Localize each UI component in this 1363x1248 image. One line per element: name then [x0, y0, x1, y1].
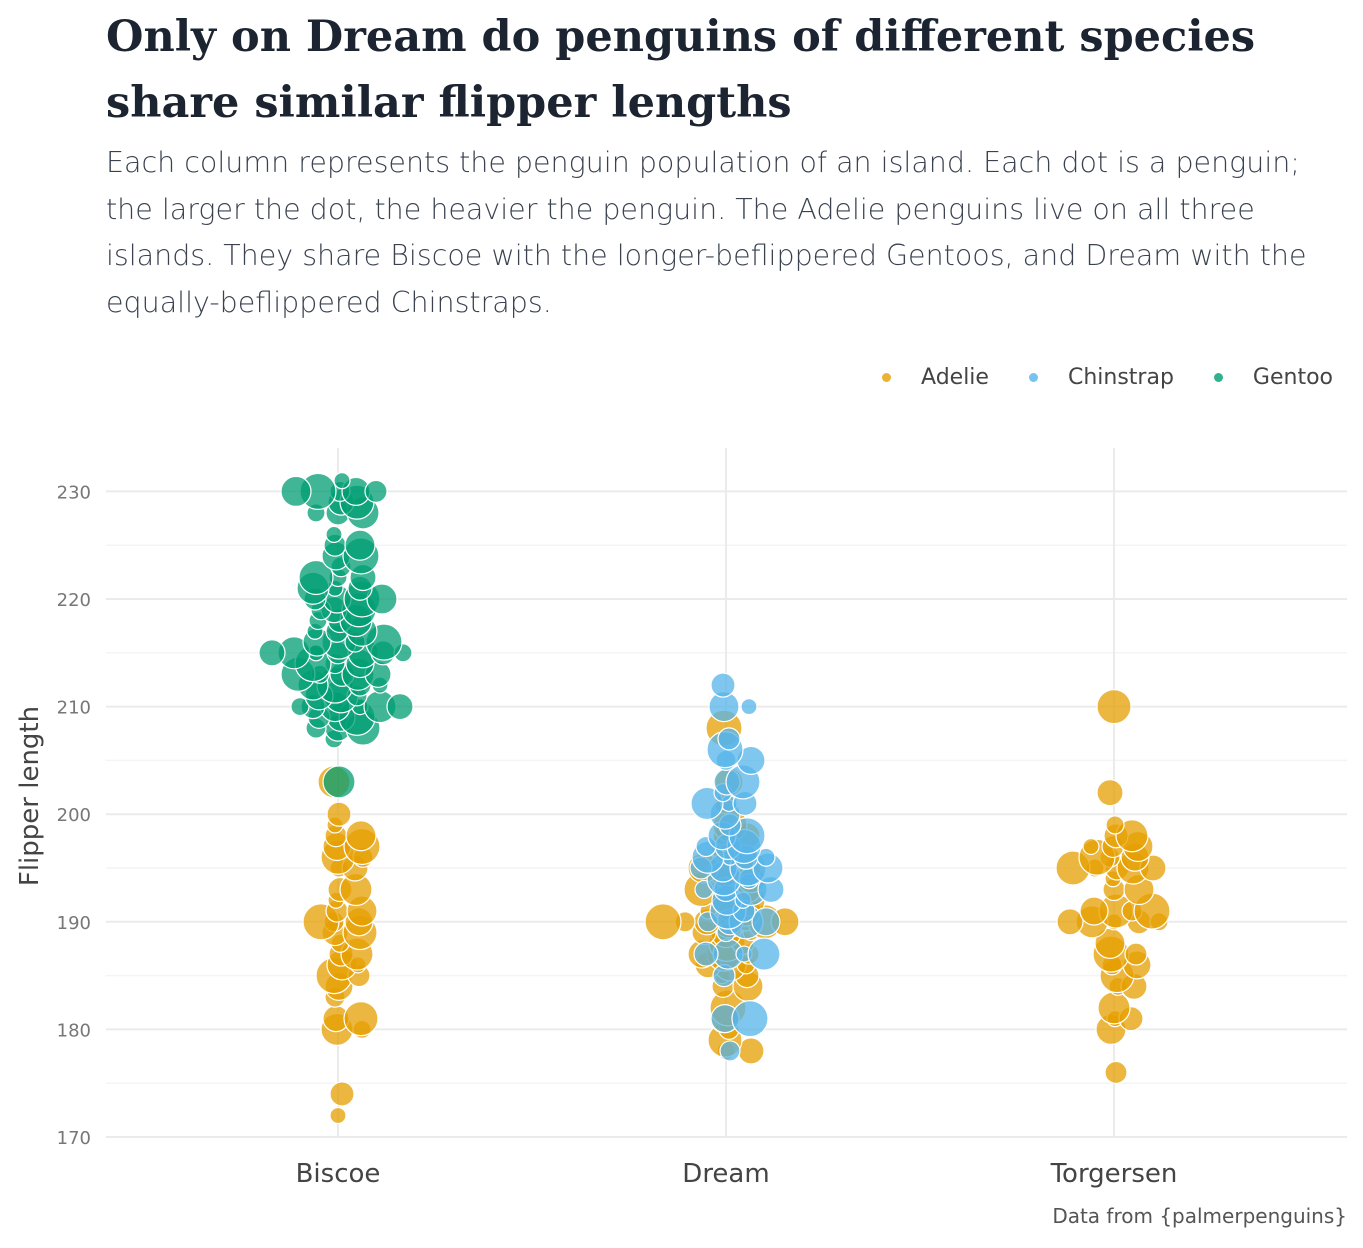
y-tick-label: 200	[57, 805, 91, 826]
point-adelie	[326, 801, 352, 827]
point-chinstrap	[747, 937, 781, 971]
point-gentoo	[366, 583, 398, 615]
point-chinstrap	[719, 1040, 741, 1062]
chart-subtitle: Each column represents the penguin popul…	[106, 146, 1307, 319]
point-gentoo	[322, 765, 356, 799]
legend-label-chinstrap: Chinstrap	[1067, 364, 1174, 390]
point-adelie	[644, 903, 682, 941]
legend-item-chinstrap: Chinstrap	[1028, 364, 1174, 390]
point-chinstrap	[731, 1000, 769, 1038]
x-tick-label-torgersen: Torgersen	[1050, 1159, 1178, 1189]
point-adelie	[1096, 688, 1132, 725]
y-axis-label: Flipper length	[15, 706, 45, 886]
y-tick-label: 210	[57, 698, 91, 719]
point-gentoo	[364, 479, 388, 503]
point-adelie	[343, 1001, 379, 1037]
point-gentoo	[258, 639, 286, 667]
point-chinstrap	[693, 941, 719, 967]
y-axis: 170 180 190 200 210 220 230	[57, 482, 91, 1149]
point-adelie	[1096, 779, 1124, 807]
legend-item-gentoo: Gentoo	[1213, 364, 1333, 390]
legend-label-gentoo: Gentoo	[1252, 364, 1333, 390]
point-gentoo	[298, 559, 334, 596]
point-adelie	[329, 1106, 347, 1125]
legend: Adelie Chinstrap Gentoo	[842, 362, 1333, 392]
point-gentoo	[333, 472, 351, 490]
point-gentoo	[386, 692, 414, 721]
point-gentoo	[344, 529, 376, 561]
legend-item-adelie: Adelie	[882, 365, 989, 390]
x-tick-label-dream: Dream	[682, 1159, 769, 1189]
point-adelie	[1082, 837, 1100, 856]
legend-label-adelie: Adelie	[921, 364, 989, 390]
point-adelie	[1056, 908, 1084, 936]
x-tick-label-biscoe: Biscoe	[296, 1159, 381, 1189]
caption: Data from {palmerpenguins}	[1052, 1204, 1347, 1228]
legend-swatch-gentoo	[1213, 372, 1223, 382]
point-gentoo	[290, 696, 310, 717]
x-axis: Biscoe Dream Torgersen	[296, 1159, 1178, 1189]
point-adelie	[1124, 942, 1148, 966]
y-tick-label: 230	[57, 482, 91, 503]
y-tick-label: 220	[57, 590, 91, 611]
data-points	[258, 472, 1171, 1125]
point-adelie	[345, 820, 377, 852]
point-adelie	[1105, 815, 1125, 835]
y-tick-label: 190	[57, 913, 91, 934]
point-adelie	[1104, 1060, 1128, 1085]
legend-swatch-chinstrap	[1028, 372, 1038, 382]
point-chinstrap	[751, 907, 781, 937]
point-adelie	[329, 1081, 355, 1107]
point-gentoo	[325, 525, 343, 544]
chart-title: Only on Dream do penguins of different s…	[106, 12, 1256, 128]
point-chinstrap	[710, 672, 736, 698]
y-tick-label: 170	[57, 1128, 91, 1149]
point-adelie	[1079, 896, 1109, 926]
y-tick-label: 180	[57, 1020, 91, 1041]
point-chinstrap	[717, 727, 741, 751]
point-gentoo	[280, 475, 312, 507]
legend-swatch-adelie	[882, 372, 892, 382]
point-chinstrap	[740, 697, 758, 716]
